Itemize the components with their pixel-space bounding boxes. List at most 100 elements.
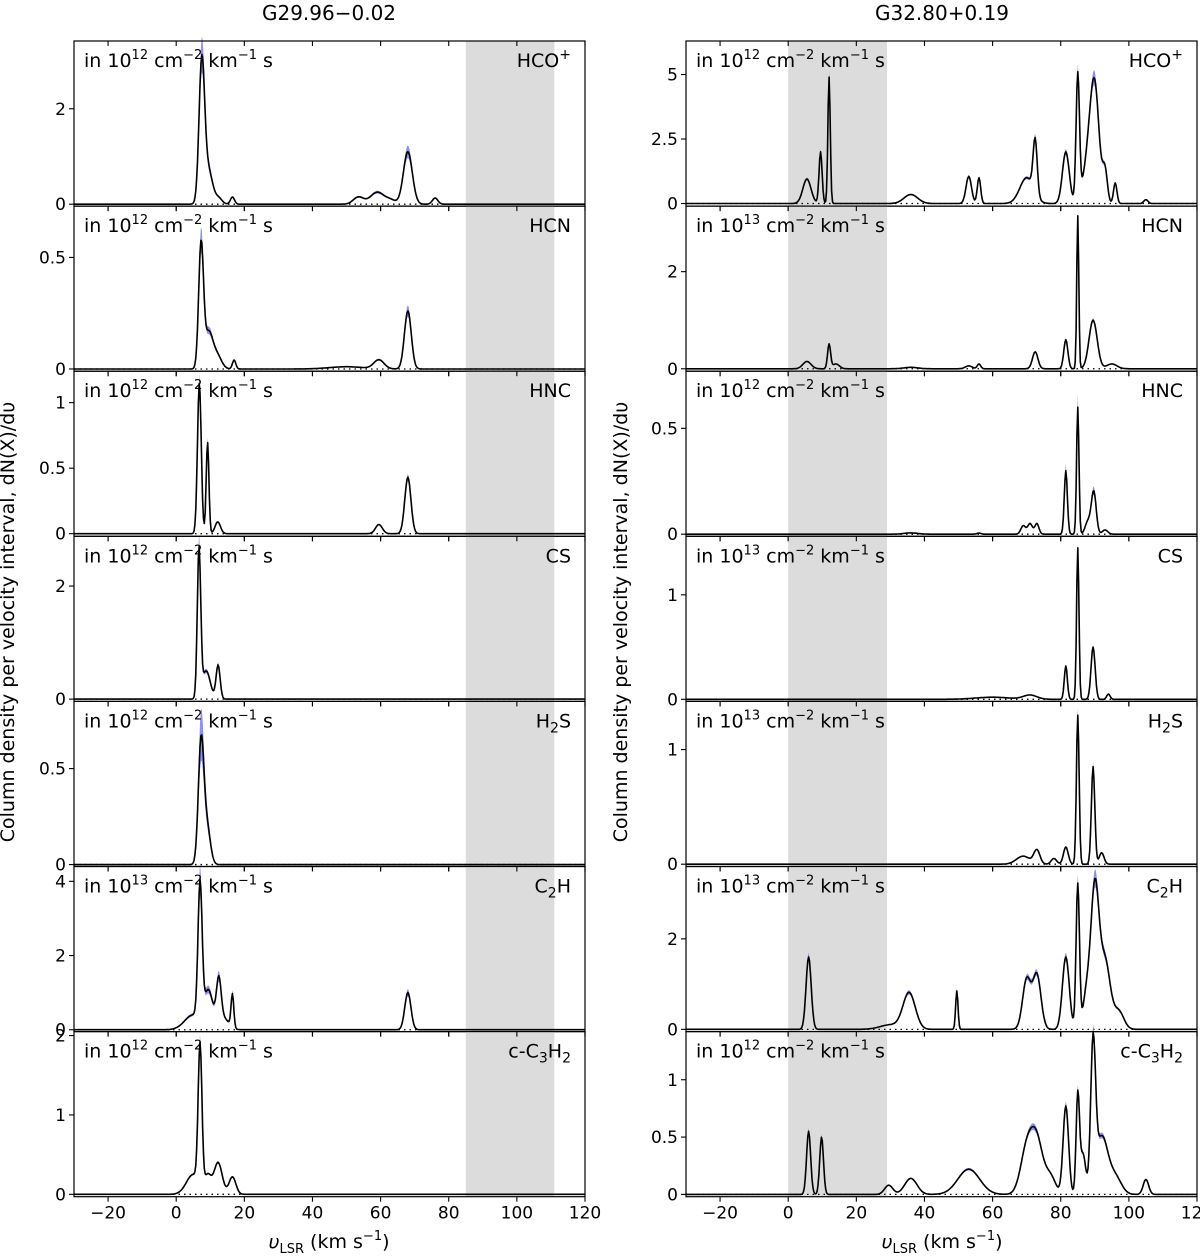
- unit-prefix: in 10: [84, 876, 132, 898]
- y-tick-label: 0: [667, 1185, 678, 1205]
- unit-cm-exp: −2: [795, 543, 814, 558]
- unit-prefix: in 10: [696, 710, 744, 732]
- x-label-main: υ: [881, 1231, 892, 1253]
- unit-cm: cm: [148, 215, 183, 237]
- y-tick-label: 0.5: [39, 459, 66, 479]
- unit-cm-exp: −2: [795, 708, 814, 723]
- x-label-main: υ: [268, 1231, 279, 1253]
- unit-km: km: [814, 215, 850, 237]
- y-tick-label: 0.5: [39, 760, 66, 780]
- unit-km: km: [814, 545, 850, 567]
- y-tick-label: 0: [55, 1185, 66, 1205]
- species-label: CS: [1158, 545, 1183, 567]
- x-tick-label: 40: [914, 1204, 936, 1224]
- unit-s: s: [869, 876, 885, 898]
- unit-s: s: [869, 380, 885, 402]
- x-axis-label-right: υLSR (km s−1): [881, 1229, 1002, 1256]
- spectrum-line: [686, 70, 1197, 205]
- unit-exponent: 12: [132, 48, 149, 63]
- x-label-units: (km s: [304, 1231, 363, 1253]
- unit-cm: cm: [760, 50, 795, 72]
- unit-km: km: [814, 876, 850, 898]
- unit-s: s: [869, 545, 885, 567]
- x-label-units: (km s: [917, 1231, 976, 1253]
- shaded-region: [788, 41, 887, 207]
- spectrum-line: [686, 547, 1197, 701]
- shaded-region: [465, 866, 555, 1032]
- species-label: C2H: [535, 876, 572, 902]
- column-title-left: G29.96−0.02: [262, 1, 396, 25]
- unit-km: km: [202, 1041, 238, 1063]
- unit-s: s: [257, 710, 273, 732]
- unit-cm: cm: [760, 215, 795, 237]
- unit-prefix: in 10: [84, 50, 132, 72]
- unit-km-exp: −1: [850, 1039, 869, 1054]
- unit-exponent: 13: [744, 874, 761, 889]
- unit-label: in 1013 cm−2 km−1 s: [84, 874, 273, 898]
- unit-km: km: [814, 710, 850, 732]
- x-tick-label: 0: [783, 1204, 794, 1224]
- y-tick-label: 1: [55, 1106, 66, 1126]
- spectrum-line: [74, 545, 585, 700]
- shaded-region: [788, 536, 887, 702]
- unit-cm: cm: [148, 710, 183, 732]
- species-main: CS: [1158, 545, 1183, 567]
- x-tick-label: −20: [90, 1204, 126, 1224]
- unit-prefix: in 10: [84, 545, 132, 567]
- unit-label: in 1012 cm−2 km−1 s: [84, 213, 273, 237]
- unit-km-exp: −1: [850, 378, 869, 393]
- unit-km: km: [202, 380, 238, 402]
- spectrum-line: [74, 53, 585, 205]
- unit-prefix: in 10: [696, 1041, 744, 1063]
- uncertainty-band: [686, 394, 1197, 535]
- unit-prefix: in 10: [696, 876, 744, 898]
- species-main: HNC: [1141, 380, 1183, 402]
- unit-exponent: 12: [744, 1039, 761, 1054]
- species-main: HCO: [1129, 50, 1172, 72]
- y-tick-label: 0: [55, 1021, 66, 1041]
- y-tick-label: 2: [55, 100, 66, 120]
- unit-cm-exp: −2: [795, 874, 814, 889]
- species-tail: S: [1171, 710, 1183, 732]
- unit-prefix: in 10: [84, 380, 132, 402]
- panel-1-hnc2: 0 0.5 in 1012 cm−2 km−1 s HNC: [651, 370, 1198, 545]
- y-tick-label: 4: [55, 872, 66, 892]
- y-tick-label: 0: [667, 1020, 678, 1040]
- y-tick-label: 1: [667, 741, 678, 761]
- unit-cm-exp: −2: [795, 1039, 814, 1054]
- x-tick-label: 40: [302, 1204, 324, 1224]
- y-axis-label-right: Column density per velocity interval, dN…: [610, 402, 632, 843]
- x-tick-label: 80: [1050, 1204, 1072, 1224]
- unit-cm: cm: [148, 1041, 183, 1063]
- species-label: c-C3H2: [508, 1041, 571, 1067]
- panel-1-h4: 0 1 in 1013 cm−2 km−1 s H2S: [667, 700, 1198, 875]
- unit-label: in 1013 cm−2 km−1 s: [696, 708, 885, 732]
- x-tick-label: 100: [1113, 1204, 1145, 1224]
- panel-0-hnc2: 0 0.5 1 in 1012 cm−2 km−1 s HNC: [39, 370, 586, 545]
- unit-exponent: 12: [132, 378, 149, 393]
- unit-cm-exp: −2: [795, 213, 814, 228]
- unit-cm: cm: [148, 50, 183, 72]
- panel-1-cc6: 0 0.5 1 in 1012 cm−2 km−1 s c-C3H2: [651, 1024, 1198, 1205]
- y-tick-label: 0: [667, 525, 678, 545]
- species-tail: H: [1160, 1041, 1174, 1063]
- y-tick-label: 0.5: [651, 1128, 678, 1148]
- panel-1-cs3: 0 1 in 1013 cm−2 km−1 s CS: [667, 535, 1198, 710]
- y-tick-label: 0: [55, 690, 66, 710]
- y-tick-label: 1: [55, 394, 66, 414]
- unit-km: km: [202, 215, 238, 237]
- species-sup: +: [1171, 47, 1183, 63]
- species-main: C: [535, 876, 548, 898]
- shaded-region: [465, 206, 555, 372]
- species-main: HCN: [1141, 215, 1183, 237]
- y-tick-label: 5: [667, 66, 678, 86]
- y-tick-label: 1: [667, 586, 678, 606]
- panel-1-hcn1: 0 2 in 1013 cm−2 km−1 s HCN: [667, 205, 1198, 380]
- unit-label: in 1012 cm−2 km−1 s: [84, 708, 273, 732]
- x-tick-label: 80: [438, 1204, 460, 1224]
- unit-prefix: in 10: [696, 50, 744, 72]
- species-main: H: [536, 710, 550, 732]
- unit-label: in 1012 cm−2 km−1 s: [696, 378, 885, 402]
- species-label: HCN: [1141, 215, 1183, 237]
